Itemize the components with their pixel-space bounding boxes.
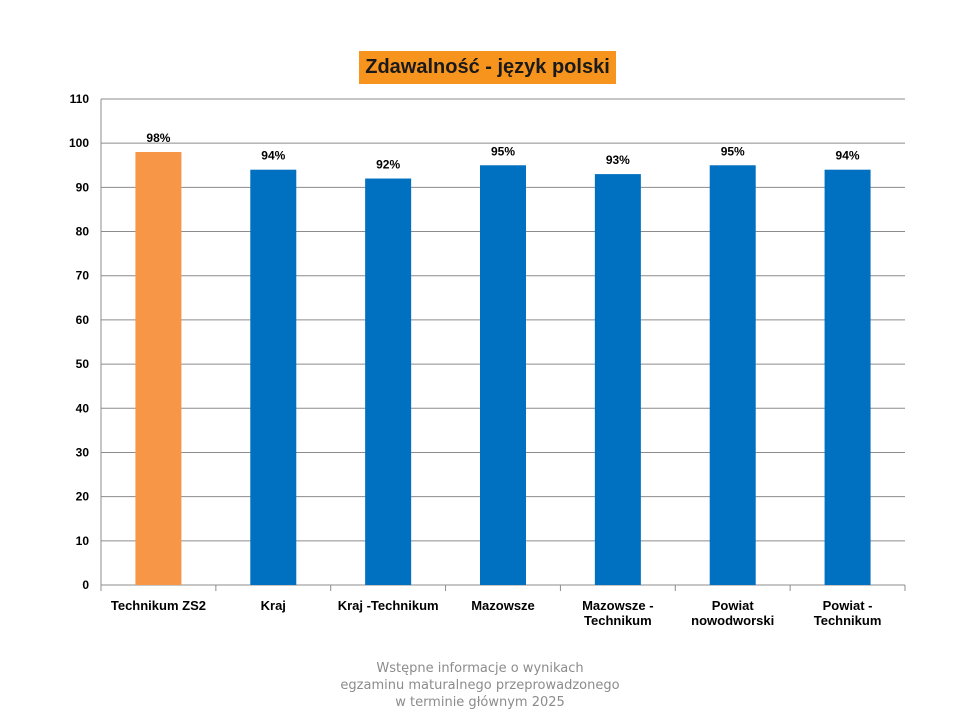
chart-title: Zdawalność - język polski [359,51,616,84]
x-tick-label: Technikum [584,613,652,628]
bar [824,169,871,585]
data-label: 94% [836,149,860,163]
data-label: 98% [146,131,170,145]
footer-line-1: Wstępne informacje o wynikach [376,661,584,676]
y-tick-label: 20 [76,490,90,504]
x-tick-label: nowodworski [691,613,774,628]
y-tick-label: 50 [76,357,90,371]
bar [135,152,182,585]
data-label: 92% [376,158,400,172]
y-tick-label: 10 [76,534,90,548]
x-tick-label: Technikum [814,613,882,628]
footer-line-3: w terminie głównym 2025 [395,695,565,710]
x-tick-label: Mazowsze - [582,598,654,613]
bar [365,178,412,585]
x-tick-label: Technikum ZS2 [111,598,206,613]
y-tick-label: 110 [70,92,90,106]
bar [250,169,297,585]
x-tick-label: Mazowsze [471,598,535,613]
y-tick-label: 80 [76,225,90,239]
y-tick-label: 40 [76,401,90,415]
x-tick-label: Powiat [712,598,755,613]
x-tick-label: Kraj [261,598,286,613]
data-label: 93% [606,153,630,167]
footer-line-2: egzaminu maturalnego przeprowadzonego [340,678,620,693]
data-label: 95% [491,144,515,158]
y-tick-label: 0 [82,578,89,592]
data-label: 94% [261,149,285,163]
x-tick-label: Kraj -Technikum [338,598,439,613]
y-tick-label: 30 [76,445,90,459]
y-tick-label: 70 [76,269,90,283]
bar [480,165,526,586]
y-tick-label: 60 [76,313,90,327]
y-tick-label: 90 [76,180,90,194]
data-label: 95% [721,144,745,158]
x-tick-label: Powiat - [823,598,873,613]
bar [709,165,756,586]
footer-note: Wstępne informacje o wynikach egzaminu m… [280,660,680,711]
bar [594,174,641,586]
y-tick-label: 100 [69,136,89,150]
